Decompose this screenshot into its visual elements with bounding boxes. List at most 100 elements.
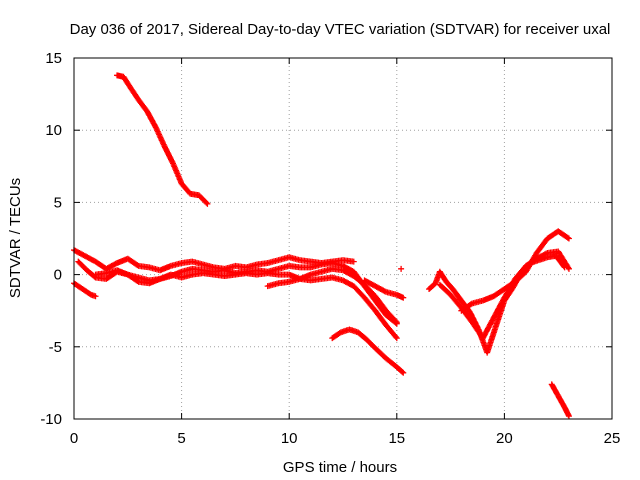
data-point bbox=[361, 294, 378, 313]
data-point bbox=[81, 252, 98, 264]
data-point bbox=[75, 258, 89, 273]
data-point bbox=[83, 267, 98, 280]
data-point bbox=[512, 269, 528, 285]
data-point bbox=[355, 329, 369, 342]
data-point bbox=[124, 271, 141, 285]
y-tick-label: -5 bbox=[49, 339, 62, 356]
data-point bbox=[484, 325, 499, 356]
chart-title: Day 036 of 2017, Sidereal Day-to-day VTE… bbox=[70, 21, 611, 38]
data-point bbox=[189, 258, 205, 268]
data-point bbox=[436, 268, 449, 284]
series-arc-c bbox=[71, 280, 99, 300]
data-point bbox=[169, 160, 184, 186]
data-point bbox=[383, 322, 400, 342]
y-tick-label: -10 bbox=[40, 411, 62, 428]
data-point bbox=[126, 83, 141, 102]
data-point bbox=[264, 280, 280, 290]
data-point bbox=[275, 254, 291, 264]
data-point bbox=[253, 260, 270, 268]
series-arc-d bbox=[92, 267, 400, 342]
grid bbox=[74, 58, 612, 419]
x-tick-label: 0 bbox=[70, 430, 78, 447]
data-point bbox=[340, 262, 356, 274]
data-point bbox=[555, 248, 572, 272]
data-point bbox=[363, 336, 378, 351]
data-point bbox=[296, 257, 313, 265]
x-tick-label: 10 bbox=[281, 430, 298, 447]
series-arc-g bbox=[329, 326, 407, 376]
y-tick-label: 0 bbox=[54, 267, 62, 284]
data-point bbox=[361, 277, 377, 289]
plot-frame bbox=[73, 57, 613, 420]
data-point bbox=[135, 96, 150, 114]
y-tick-label: 10 bbox=[45, 122, 62, 139]
data-point bbox=[275, 263, 291, 272]
data-point bbox=[372, 297, 389, 317]
data-point bbox=[383, 307, 400, 326]
data-point bbox=[372, 283, 388, 295]
data-point bbox=[553, 252, 568, 271]
data-point bbox=[372, 307, 389, 327]
data-point bbox=[533, 250, 550, 262]
data-point bbox=[318, 266, 334, 275]
data-point bbox=[426, 281, 438, 293]
data-point bbox=[443, 278, 455, 292]
data-point bbox=[393, 291, 407, 301]
data-point bbox=[144, 108, 159, 129]
y-axis-label: SDTVAR / TECUs bbox=[7, 178, 24, 298]
data-point bbox=[436, 281, 453, 297]
data-points bbox=[71, 72, 572, 420]
series-point-isolated bbox=[398, 265, 405, 272]
data-point bbox=[372, 345, 388, 361]
data-point bbox=[286, 262, 302, 271]
series-arc-h bbox=[426, 252, 568, 356]
data-point bbox=[447, 291, 464, 310]
data-point bbox=[340, 267, 356, 279]
data-point bbox=[548, 381, 561, 398]
data-point bbox=[490, 286, 507, 300]
data-point bbox=[469, 319, 485, 340]
data-point bbox=[555, 228, 572, 242]
y-tick-label: 15 bbox=[45, 50, 62, 67]
data-point bbox=[561, 404, 572, 420]
tick-labels: 0 5 10 15 20 25 -10 -5 0 5 10 15 bbox=[40, 50, 620, 447]
data-point bbox=[152, 124, 167, 148]
data-point bbox=[103, 260, 119, 272]
data-point bbox=[120, 73, 133, 89]
data-point bbox=[372, 293, 389, 313]
data-point bbox=[264, 257, 280, 267]
series-arc-f bbox=[361, 277, 407, 301]
series-arc-i bbox=[436, 248, 572, 342]
data-point bbox=[146, 264, 162, 273]
data-point bbox=[533, 236, 550, 256]
data-point bbox=[329, 330, 343, 342]
data-point bbox=[161, 143, 176, 166]
data-point bbox=[383, 355, 399, 370]
data-point bbox=[490, 296, 507, 321]
series-arc-high-early bbox=[114, 72, 211, 207]
data-point bbox=[124, 255, 141, 269]
series-arc-a bbox=[71, 247, 357, 274]
x-tick-label: 5 bbox=[177, 430, 185, 447]
data-point bbox=[398, 265, 405, 272]
data-point bbox=[178, 180, 193, 196]
data-point bbox=[88, 291, 99, 300]
data-point bbox=[195, 192, 211, 207]
data-point bbox=[275, 279, 291, 287]
data-point bbox=[449, 286, 464, 303]
data-point bbox=[458, 301, 474, 314]
data-point bbox=[522, 251, 539, 275]
data-point bbox=[79, 286, 93, 297]
data-point bbox=[361, 281, 378, 299]
data-point bbox=[555, 392, 567, 410]
data-point bbox=[501, 279, 517, 293]
data-point bbox=[479, 316, 496, 342]
series-arc-e bbox=[264, 265, 400, 326]
x-axis-label: GPS time / hours bbox=[283, 459, 397, 476]
y-tick-label: 5 bbox=[54, 194, 62, 211]
x-tick-label: 20 bbox=[496, 430, 513, 447]
data-point bbox=[393, 364, 407, 376]
data-point bbox=[350, 273, 367, 287]
axis-ticks bbox=[73, 57, 613, 420]
